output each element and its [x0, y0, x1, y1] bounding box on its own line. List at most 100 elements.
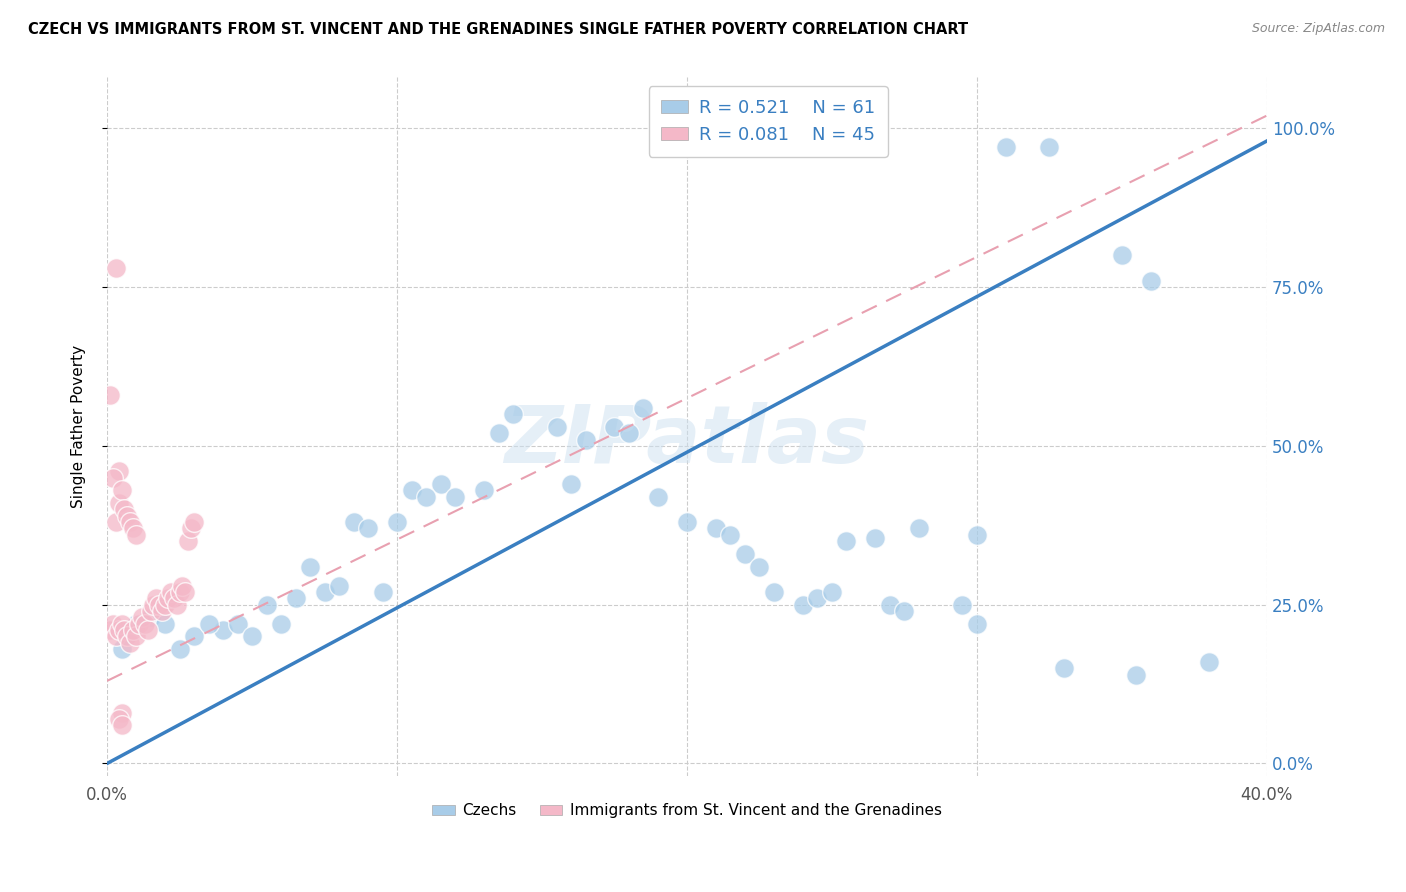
Point [172, 579, 194, 593]
Point [180, 521, 202, 535]
Point [104, 260, 127, 275]
Point [125, 629, 148, 643]
Point [720, 528, 742, 542]
Point [98, 388, 121, 402]
Point [792, 598, 814, 612]
Point [908, 521, 931, 535]
Point [429, 477, 451, 491]
Point [114, 502, 136, 516]
Point [125, 616, 148, 631]
Point [148, 598, 170, 612]
Point [101, 616, 124, 631]
Point [212, 623, 235, 637]
Point [821, 585, 844, 599]
Point [169, 585, 191, 599]
Point [472, 483, 495, 498]
Point [156, 591, 179, 606]
Point [117, 629, 139, 643]
Point [371, 585, 394, 599]
Point [110, 706, 132, 720]
Point [256, 598, 278, 612]
Point [734, 547, 756, 561]
Point [98, 623, 121, 637]
Text: Source: ZipAtlas.com: Source: ZipAtlas.com [1251, 22, 1385, 36]
Point [120, 636, 142, 650]
Text: ZIPatlas: ZIPatlas [505, 401, 869, 480]
Point [136, 623, 159, 637]
Point [139, 604, 162, 618]
Point [131, 610, 153, 624]
Point [128, 616, 150, 631]
Point [270, 616, 292, 631]
Point [110, 718, 132, 732]
Point [835, 534, 858, 549]
Point [328, 579, 350, 593]
Point [401, 483, 423, 498]
Point [299, 559, 322, 574]
Point [1140, 274, 1163, 288]
Point [574, 433, 596, 447]
Point [120, 515, 142, 529]
Point [385, 515, 408, 529]
Point [357, 521, 380, 535]
Point [117, 508, 139, 523]
Point [183, 629, 205, 643]
Point [1198, 655, 1220, 669]
Point [110, 642, 132, 657]
Point [104, 515, 127, 529]
Point [177, 534, 200, 549]
Point [748, 559, 770, 574]
Point [966, 528, 988, 542]
Point [952, 598, 974, 612]
Point [617, 426, 640, 441]
Point [488, 426, 510, 441]
Legend: Czechs, Immigrants from St. Vincent and the Grenadines: Czechs, Immigrants from St. Vincent and … [426, 797, 948, 824]
Point [284, 591, 307, 606]
Point [153, 616, 176, 631]
Point [865, 531, 887, 545]
Point [145, 591, 167, 606]
Point [107, 496, 129, 510]
Point [1053, 661, 1076, 675]
Point [122, 623, 145, 637]
Point [150, 604, 173, 618]
Point [120, 623, 142, 637]
Point [647, 490, 669, 504]
Point [994, 140, 1017, 154]
Point [603, 419, 626, 434]
Point [153, 598, 176, 612]
Point [142, 598, 165, 612]
Point [893, 604, 915, 618]
Point [117, 629, 139, 643]
Point [169, 642, 191, 657]
Point [546, 419, 568, 434]
Point [107, 464, 129, 478]
Point [114, 623, 136, 637]
Point [342, 515, 364, 529]
Point [125, 528, 148, 542]
Point [879, 598, 901, 612]
Point [183, 515, 205, 529]
Point [107, 712, 129, 726]
Point [1125, 667, 1147, 681]
Point [676, 515, 699, 529]
Point [101, 470, 124, 484]
Point [174, 585, 197, 599]
Point [197, 616, 219, 631]
Point [107, 623, 129, 637]
Point [314, 585, 336, 599]
Point [122, 521, 145, 535]
Y-axis label: Single Father Poverty: Single Father Poverty [72, 345, 86, 508]
Point [166, 598, 188, 612]
Point [134, 616, 156, 631]
Point [704, 521, 727, 535]
Point [110, 616, 132, 631]
Point [240, 629, 263, 643]
Text: CZECH VS IMMIGRANTS FROM ST. VINCENT AND THE GRENADINES SINGLE FATHER POVERTY CO: CZECH VS IMMIGRANTS FROM ST. VINCENT AND… [28, 22, 969, 37]
Point [966, 616, 988, 631]
Point [110, 483, 132, 498]
Point [104, 629, 127, 643]
Point [502, 407, 524, 421]
Point [762, 585, 785, 599]
Point [633, 401, 655, 415]
